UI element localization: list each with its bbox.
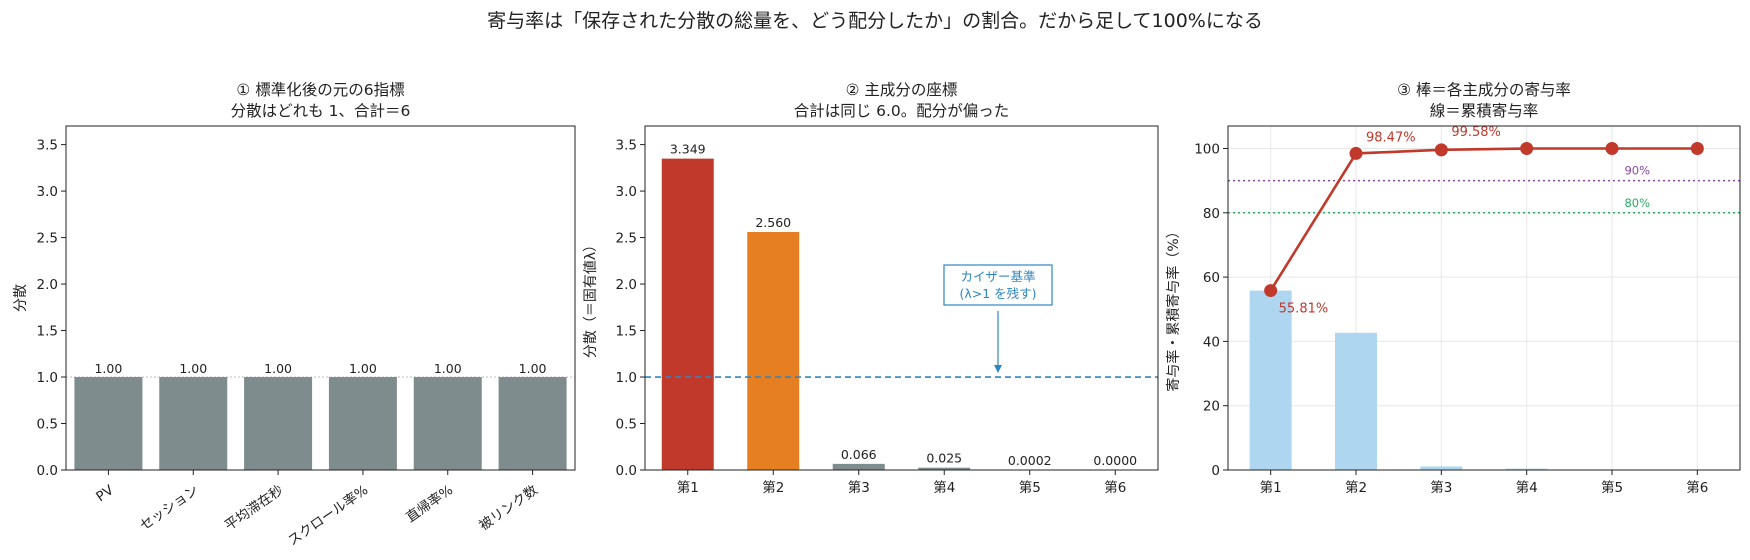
chart2-xtick-label: 第2 — [762, 479, 784, 496]
chart2-ytick-label: 2.5 — [616, 231, 637, 247]
chart2-xtick-label: 第5 — [1019, 479, 1041, 496]
chart2-data-label: 0.0000 — [1093, 453, 1137, 468]
chart1-ylabel: 分散 — [13, 284, 29, 312]
chart3-ytick-label: 100 — [1194, 142, 1220, 158]
chart3-xtick-label: 第4 — [1516, 479, 1538, 496]
chart2-bar — [747, 231, 800, 470]
chart2-data-label: 0.025 — [926, 451, 962, 466]
chart2-ytick-label: 1.5 — [616, 324, 637, 340]
chart2-bar — [661, 158, 714, 470]
chart3-threshold-label: 90% — [1624, 164, 1650, 178]
figure-suptitle: 寄与率は「保存された分散の総量を、どう配分したか」の割合。だから足して100%に… — [487, 10, 1263, 32]
chart2-title: ② 主成分の座標 — [846, 81, 958, 99]
chart2-annotation-line2: (λ>1 を残す) — [959, 286, 1036, 301]
chart1-xtick-label: 平均滞在秒 — [222, 482, 286, 534]
chart2-xtick-label: 第4 — [933, 479, 955, 496]
chart2-annotation-arrowhead — [994, 365, 1002, 374]
chart3-cumulative-point — [1264, 284, 1278, 298]
chart3-bar — [1505, 468, 1548, 470]
chart1-data-label: 1.00 — [94, 361, 122, 376]
chart1-bar — [328, 377, 397, 470]
chart3-cumulative-point — [1520, 142, 1534, 156]
chart1-title: ① 標準化後の元の6指標 — [236, 81, 404, 99]
chart1-ytick-label: 2.0 — [37, 277, 58, 293]
chart3-frame — [1227, 125, 1741, 471]
chart1-xtick-label: 直帰率% — [403, 481, 457, 526]
chart2-data-label: 2.560 — [755, 215, 791, 230]
chart2-bar — [918, 467, 971, 470]
chart1-data-label: 1.00 — [434, 361, 462, 376]
chart3-xtick-label: 第3 — [1430, 479, 1452, 496]
chart1-ytick-label: 1.0 — [37, 370, 58, 386]
chart1-xtick-label: セッション — [137, 482, 201, 534]
chart1-ytick-label: 0.0 — [37, 463, 58, 479]
chart1-bar — [159, 377, 228, 470]
chart2-xtick-label: 第1 — [677, 479, 699, 496]
chart1-data-label: 1.00 — [179, 361, 207, 376]
chart3-bar — [1420, 466, 1463, 470]
chart3-cumulative-point — [1349, 146, 1363, 160]
chart3-threshold-label: 80% — [1624, 196, 1650, 210]
chart3-ytick-label: 40 — [1203, 334, 1220, 350]
chart1-data-label: 1.00 — [349, 361, 377, 376]
chart3-ylabel: 寄与率・累積寄与率（%） — [1165, 224, 1182, 391]
chart1-xtick-label: 被リンク数 — [476, 482, 541, 534]
chart1-bar — [498, 377, 567, 470]
chart3-cumulative-point — [1690, 142, 1704, 156]
chart1-bar — [74, 377, 143, 470]
chart1-xtick-label: PV — [93, 482, 117, 506]
chart2-ytick-label: 3.0 — [616, 184, 637, 200]
chart3-xtick-label: 第5 — [1601, 479, 1623, 496]
chart1-frame — [65, 125, 576, 471]
chart3-bar — [1249, 290, 1292, 470]
chart2-data-label: 0.066 — [841, 447, 877, 462]
chart2-data-label: 0.0002 — [1008, 453, 1052, 468]
chart1-bar — [244, 377, 313, 470]
chart2-ytick-label: 3.5 — [616, 138, 637, 154]
chart3-xtick-label: 第1 — [1260, 479, 1282, 496]
chart2-frame — [644, 125, 1159, 471]
chart3-cumulative-point — [1605, 142, 1619, 156]
chart3-xtick-label: 第6 — [1686, 479, 1708, 496]
chart3-xtick-label: 第2 — [1345, 479, 1367, 496]
chart1-data-label: 1.00 — [264, 361, 292, 376]
chart1-ytick-label: 0.5 — [37, 417, 58, 433]
chart3-title: ③ 棒＝各主成分の寄与率 — [1397, 81, 1571, 99]
chart3-ytick-label: 80 — [1203, 206, 1220, 222]
chart3-subtitle: 線＝累積寄与率 — [1430, 102, 1539, 120]
chart2-ytick-label: 1.0 — [616, 370, 637, 386]
chart3-ytick-label: 20 — [1203, 399, 1220, 415]
chart3-cumulative-point — [1434, 143, 1448, 157]
chart2-bar — [832, 463, 885, 470]
chart2-subtitle: 合計は同じ 6.0。配分が偏った — [794, 102, 1010, 120]
chart1-data-label: 1.00 — [519, 361, 547, 376]
chart3-ytick-label: 0 — [1211, 463, 1220, 479]
chart3-cumulative-label: 99.58% — [1451, 125, 1501, 140]
chart2-data-label: 3.349 — [670, 142, 706, 157]
chart2-ytick-label: 0.0 — [616, 463, 637, 479]
chart1-ytick-label: 3.0 — [37, 184, 58, 200]
chart2-xtick-label: 第6 — [1104, 479, 1126, 496]
chart1-ytick-label: 3.5 — [37, 138, 58, 154]
chart2-ylabel: 分散（＝固有値λ） — [583, 238, 599, 358]
chart3-bar — [1335, 332, 1377, 470]
chart2-xtick-label: 第3 — [848, 479, 870, 496]
chart3-cumulative-label: 55.81% — [1279, 302, 1329, 317]
chart3-cumulative-label: 98.47% — [1366, 130, 1416, 145]
chart3-ytick-label: 60 — [1203, 270, 1220, 286]
chart3-cumulative-line — [1269, 147, 1698, 292]
chart1-xtick-label: スクロール率% — [285, 481, 372, 549]
chart1-ytick-label: 2.5 — [37, 231, 58, 247]
chart2-ytick-label: 0.5 — [616, 417, 637, 433]
chart1-ytick-label: 1.5 — [37, 324, 58, 340]
chart1-subtitle: 分散はどれも 1、合計＝6 — [231, 102, 411, 120]
chart1-bar — [413, 377, 482, 470]
chart2-annotation-box — [943, 264, 1053, 306]
chart2-annotation-line1: カイザー基準 — [960, 269, 1035, 284]
chart2-ytick-label: 2.0 — [616, 277, 637, 293]
